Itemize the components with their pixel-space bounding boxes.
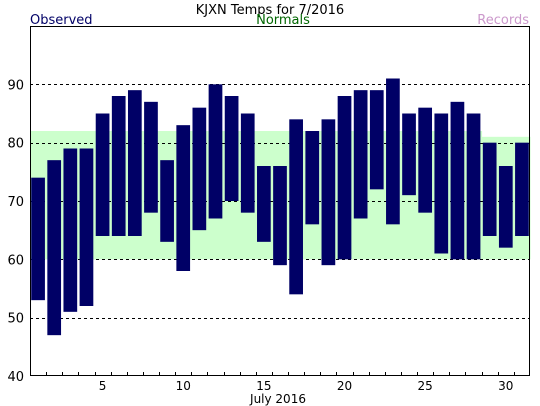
x-tick-label-25: 25 <box>418 379 433 393</box>
observed-bar-day-2 <box>47 160 62 336</box>
y-tick-label-90: 90 <box>7 78 24 93</box>
observed-bar-day-20 <box>337 96 352 260</box>
y-tick-label-40: 40 <box>7 370 24 385</box>
y-tick-label-70: 70 <box>7 195 24 210</box>
observed-bar-day-6 <box>111 96 126 236</box>
legend-observed: Observed <box>30 13 93 28</box>
x-axis-label: July 2016 <box>249 392 306 406</box>
observed-bar-day-23 <box>386 78 400 225</box>
observed-bar-day-29 <box>482 142 497 236</box>
x-tick-label-30: 30 <box>498 379 513 393</box>
x-tick-label-20: 20 <box>337 379 352 393</box>
observed-bar-day-24 <box>402 113 416 196</box>
y-tick-label-60: 60 <box>7 253 24 268</box>
observed-bar-day-25 <box>418 107 433 213</box>
observed-bar-day-12 <box>208 84 223 219</box>
observed-bar-day-1 <box>31 177 45 301</box>
x-axis: 5 10 15 20 25 30 <box>46 372 515 393</box>
observed-bar-day-3 <box>63 148 78 312</box>
y-tick-label-50: 50 <box>7 312 24 327</box>
observed-bar-day-30 <box>498 166 513 248</box>
observed-bar-day-28 <box>466 113 481 260</box>
plot-border <box>30 26 530 376</box>
x-tick-label-15: 15 <box>256 379 271 393</box>
y-axis: 40 50 60 70 80 90 <box>7 78 24 385</box>
observed-bar-day-9 <box>160 160 174 242</box>
observed-bar-day-21 <box>353 90 368 219</box>
observed-bar-day-31 <box>515 142 529 236</box>
observed-bar-day-16 <box>273 166 287 266</box>
observed-bar-day-18 <box>305 131 320 225</box>
observed-bar-day-11 <box>192 107 207 231</box>
observed-bar-day-4 <box>79 148 94 306</box>
chart-title: KJXN Temps for 7/2016 <box>196 3 344 18</box>
observed-bar-day-8 <box>144 101 158 213</box>
legend-records: Records <box>477 13 529 28</box>
observed-bar-day-5 <box>95 113 110 236</box>
observed-bar-day-15 <box>257 166 271 242</box>
observed-bar-day-10 <box>176 125 191 272</box>
x-tick-label-5: 5 <box>99 379 107 393</box>
observed-bars <box>31 78 529 336</box>
observed-bar-day-17 <box>289 119 303 295</box>
observed-bar-day-26 <box>434 113 449 254</box>
observed-bar-day-13 <box>224 96 239 201</box>
x-tick-label-10: 10 <box>176 379 191 393</box>
y-tick-label-80: 80 <box>7 137 24 152</box>
legend-normals: Normals <box>256 13 310 28</box>
observed-bar-day-22 <box>369 90 384 190</box>
observed-bar-day-27 <box>450 101 465 260</box>
observed-bar-day-14 <box>240 113 255 213</box>
observed-bar-day-7 <box>127 90 142 237</box>
observed-bar-day-19 <box>321 119 336 266</box>
